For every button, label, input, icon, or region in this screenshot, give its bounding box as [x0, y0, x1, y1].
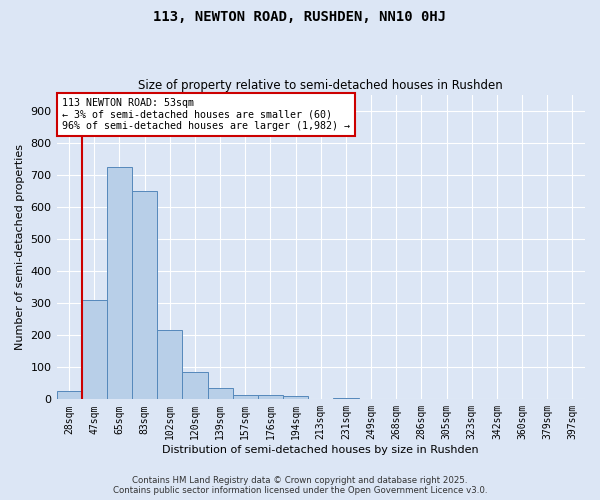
Title: Size of property relative to semi-detached houses in Rushden: Size of property relative to semi-detach…: [139, 79, 503, 92]
Bar: [56, 392, 82, 400]
X-axis label: Distribution of semi-detached houses by size in Rushden: Distribution of semi-detached houses by …: [163, 445, 479, 455]
Bar: [182, 372, 208, 400]
Bar: [258, 394, 283, 400]
Bar: [208, 388, 233, 400]
Bar: [157, 330, 182, 400]
Bar: [334, 398, 359, 400]
Text: 113, NEWTON ROAD, RUSHDEN, NN10 0HJ: 113, NEWTON ROAD, RUSHDEN, NN10 0HJ: [154, 10, 446, 24]
Text: 113 NEWTON ROAD: 53sqm
← 3% of semi-detached houses are smaller (60)
96% of semi: 113 NEWTON ROAD: 53sqm ← 3% of semi-deta…: [62, 98, 350, 131]
Text: Contains HM Land Registry data © Crown copyright and database right 2025.
Contai: Contains HM Land Registry data © Crown c…: [113, 476, 487, 495]
Bar: [82, 300, 107, 400]
Y-axis label: Number of semi-detached properties: Number of semi-detached properties: [15, 144, 25, 350]
Bar: [283, 396, 308, 400]
Bar: [132, 191, 157, 400]
Bar: [107, 166, 132, 400]
Bar: [233, 394, 258, 400]
